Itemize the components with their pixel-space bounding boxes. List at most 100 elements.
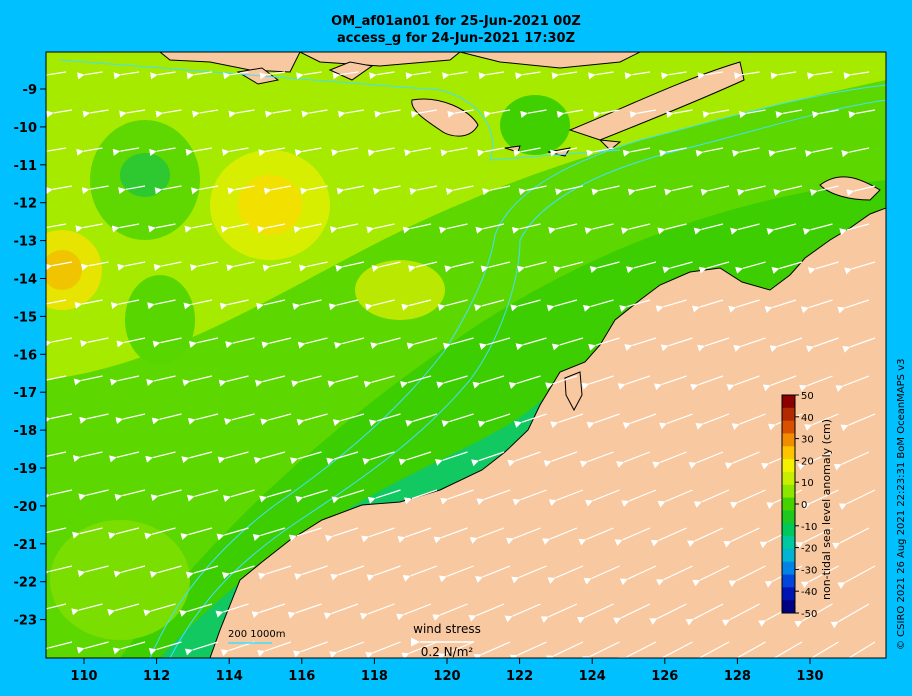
wind-arrow [690, 375, 724, 391]
anomaly-blob-west-1-core [238, 175, 302, 235]
wind-arrow [295, 489, 328, 503]
wind-arrow [476, 489, 511, 506]
wind-arrow [143, 603, 176, 617]
wind-arrow [588, 71, 614, 80]
colorbar-segment [782, 523, 795, 537]
wind-arrow [804, 413, 839, 431]
wind-arrow [692, 565, 730, 587]
latitude-label: -13 [14, 235, 38, 250]
wind-arrow [362, 451, 395, 466]
wind-arrow [726, 375, 760, 391]
wind-arrow [258, 565, 292, 580]
wind-arrow [546, 641, 584, 658]
wind-arrow [402, 565, 438, 582]
wind-arrow [366, 223, 395, 234]
wind-arrow [252, 527, 286, 541]
wind-arrow [442, 71, 468, 80]
wind-arrow [837, 565, 876, 589]
wind-arrow [71, 527, 103, 539]
latitude-label: -17 [14, 386, 38, 401]
wind-arrow [180, 527, 213, 541]
wind-arrow [771, 261, 803, 274]
wind-arrow [512, 489, 547, 506]
wind-arrow [257, 223, 286, 233]
wind-arrow [215, 603, 249, 618]
wind-arrow [225, 337, 255, 349]
wind-arrow [723, 527, 760, 548]
wind-arrow [507, 451, 541, 467]
wind-arrow [82, 109, 109, 118]
wind-arrow [514, 413, 547, 428]
map-border [45, 51, 887, 659]
wind-arrow [71, 603, 103, 616]
wind-arrow [46, 185, 73, 195]
wind-arrow [185, 565, 219, 579]
colorbar-segment [782, 433, 795, 447]
eddy-2 [125, 275, 195, 365]
longitude-label: 112 [143, 669, 170, 684]
wind-arrow [293, 641, 328, 658]
land-peninsula [564, 371, 583, 412]
wind-arrow [442, 337, 474, 350]
colorbar-tick-label: -30 [801, 565, 817, 576]
wind-arrow [292, 299, 322, 311]
wind-arrow [471, 451, 505, 467]
wind-arrow [46, 147, 67, 156]
colorbar-tick-label: 20 [801, 456, 814, 467]
wind-arrow [288, 527, 322, 542]
wind-arrow [445, 185, 474, 196]
wind-arrow [224, 413, 255, 426]
wind-arrow [115, 413, 146, 425]
wind-arrow [624, 337, 657, 352]
wind-arrow [472, 375, 505, 389]
wind-arrow [146, 375, 176, 387]
wind-arrow [297, 337, 328, 349]
longitude-label: 114 [216, 669, 243, 684]
latitude-label: -19 [14, 462, 38, 477]
wind-arrow [46, 223, 67, 233]
wind-arrow [256, 299, 286, 310]
wind-arrow [328, 299, 359, 311]
wind-arrow [337, 109, 365, 118]
wind-arrow [184, 641, 219, 656]
wind-arrow [262, 261, 292, 272]
wind-arrow [730, 489, 766, 509]
colorbar-segment [782, 420, 795, 434]
wind-arrow [112, 147, 140, 156]
latitude-label: -14 [14, 273, 38, 288]
wind-arrow [618, 641, 657, 658]
wind-arrow [332, 413, 365, 427]
wind-arrow [436, 375, 468, 389]
wind-arrow [184, 223, 213, 233]
longitude-label: 124 [579, 669, 606, 684]
colorbar-tick-label: 0 [801, 500, 807, 511]
wind-arrow [666, 109, 693, 119]
wind-arrow [397, 527, 432, 543]
longitude-label: 128 [724, 669, 751, 684]
wind-arrow [691, 299, 724, 313]
wind-arrow [119, 109, 146, 118]
wind-arrow [629, 109, 657, 119]
wind-arrow [768, 147, 797, 158]
wind-arrow [693, 489, 730, 508]
wind-arrow [762, 375, 797, 392]
wind-arrow [476, 147, 505, 157]
latitude-label: -11 [14, 159, 38, 174]
wind-arrow [799, 375, 833, 392]
colorbar-title: non-tidal sea level anomaly (cm) [820, 419, 833, 600]
wind-arrow [227, 185, 255, 195]
wind-arrow [226, 261, 255, 272]
wind-arrow [46, 565, 73, 577]
wind-arrow [46, 413, 73, 424]
wind-arrow [583, 565, 620, 585]
wind-arrow [504, 603, 541, 623]
title-line-1: OM_af01an01 for 25-Jun-2021 00Z [331, 14, 581, 29]
wind-arrow [153, 261, 182, 271]
wind-arrow [805, 337, 839, 353]
wind-arrow [622, 147, 651, 157]
wind-arrow [149, 147, 176, 156]
colorbar-tick-label: 50 [801, 391, 814, 402]
colorbar-tick-label: 10 [801, 478, 814, 489]
wind-arrow [144, 527, 176, 540]
wind-arrow [111, 223, 140, 233]
